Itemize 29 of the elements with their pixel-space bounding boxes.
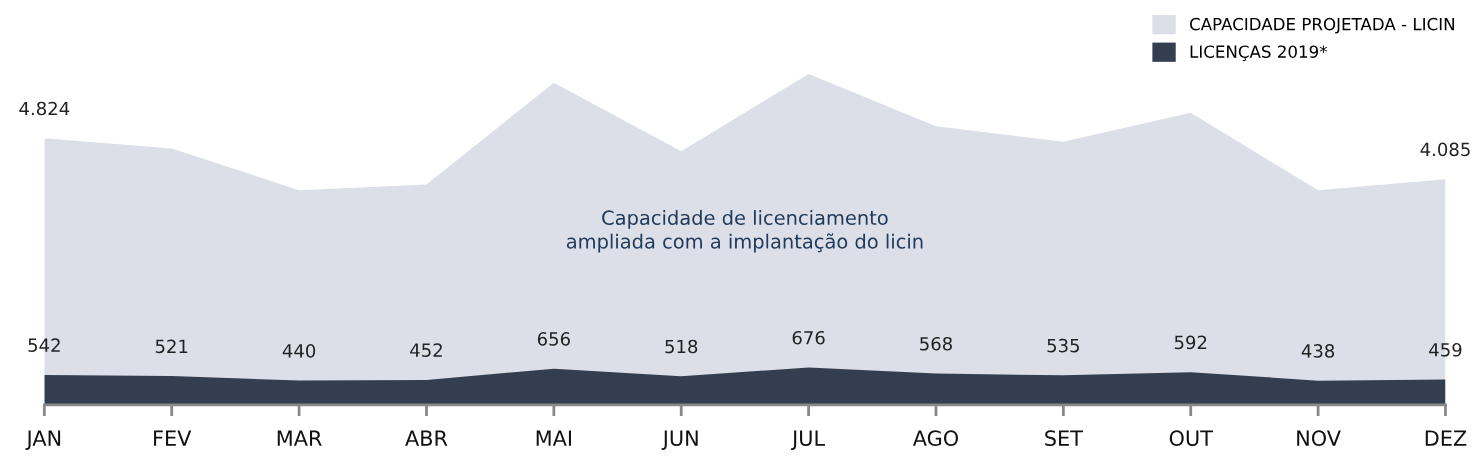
data-label: 676 (792, 330, 825, 345)
data-label: 438 (1301, 344, 1335, 358)
x-tick-label: AGO (912, 430, 959, 447)
legend-label: LICENÇAS 2019* (1190, 45, 1328, 61)
data-label: 518 (665, 339, 698, 354)
data-label: 4.085 (1420, 142, 1470, 157)
x-tick-label: JUL (791, 430, 825, 450)
x-tick-label: OUT (1169, 430, 1213, 447)
x-tick-label: ABR (405, 430, 448, 446)
x-tick-label: JAN (25, 430, 61, 450)
data-label: 4.824 (19, 101, 70, 116)
x-tick-label: SET (1045, 430, 1083, 447)
data-label: 542 (28, 338, 60, 352)
x-tick-label: MAI (536, 430, 571, 446)
x-tick-label: FEV (154, 430, 192, 446)
data-label: 521 (155, 339, 188, 354)
data-label: 656 (537, 332, 570, 346)
x-tick-label: DEZ (1425, 430, 1467, 446)
data-label: 440 (282, 343, 316, 358)
x-tick-label: JUN (661, 430, 698, 450)
data-label: 568 (920, 336, 952, 351)
annotation: Capacidade de licenciamento ampliada com a implantação do licin (566, 209, 923, 253)
data-label: 535 (1047, 338, 1080, 353)
x-tick-label: MAR (277, 430, 322, 446)
data-label: 592 (1174, 335, 1207, 350)
data-label: 459 (1429, 342, 1462, 357)
x-tick-label: NOV (1297, 430, 1341, 447)
data-label: 452 (410, 343, 442, 357)
legend-label: CAPACIDADE PROJETADA - LICIN (1189, 17, 1454, 34)
